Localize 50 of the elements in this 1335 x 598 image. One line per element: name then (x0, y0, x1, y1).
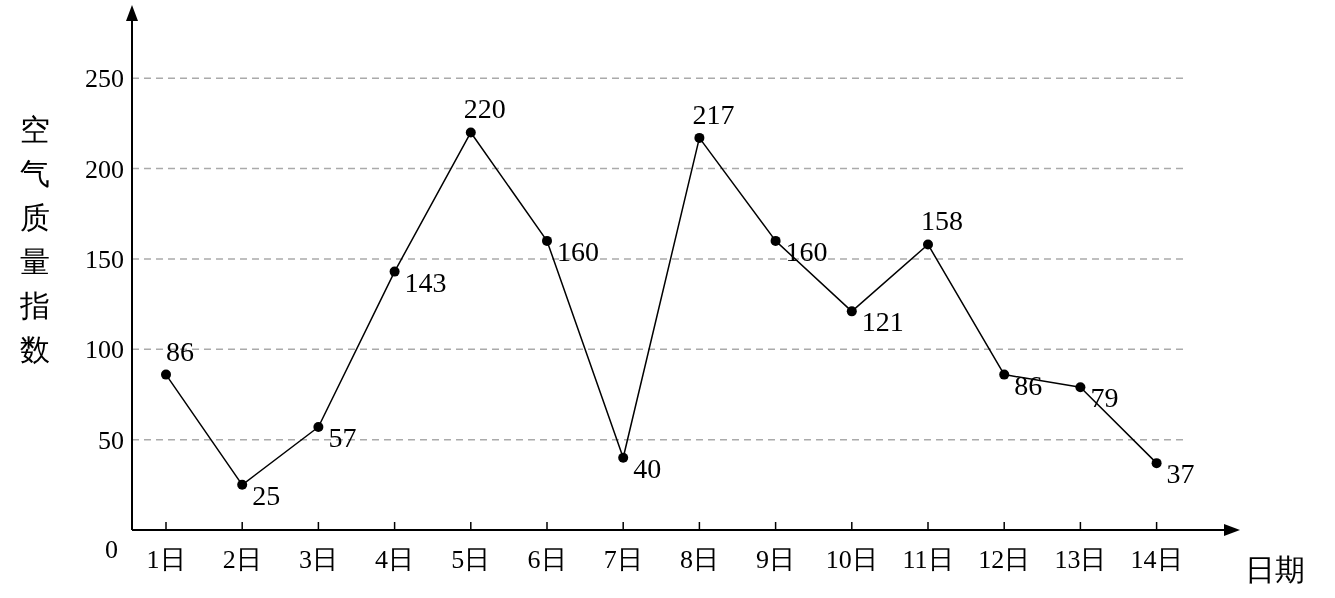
x-tick-label: 1日 (146, 545, 186, 574)
x-tick-label: 4日 (375, 545, 415, 574)
data-label: 121 (861, 306, 904, 338)
y-axis-title: 空气质量指数 (19, 113, 50, 366)
y-tick-label: 200 (85, 154, 124, 184)
y-tick-label: 250 (85, 64, 124, 94)
y-tick-label: 50 (98, 425, 124, 455)
point (999, 369, 1010, 380)
data-label: 158 (921, 205, 963, 237)
x-tick-label: 7日 (603, 545, 643, 574)
point (161, 369, 171, 380)
x-tick-label: 6日 (527, 545, 567, 574)
y-tick-label: 100 (85, 335, 124, 365)
point (846, 306, 857, 317)
x-tick-label: 11日 (902, 545, 954, 574)
x-axis-title: 日期 (1245, 553, 1305, 586)
point (694, 132, 705, 143)
x-tick-label: 5日 (451, 545, 491, 574)
x-tick-label: 14日 (1130, 545, 1183, 574)
y-tick-label: 150 (85, 244, 124, 274)
y-tick-label: 0 (105, 535, 118, 564)
x-tick-label: 12日 (978, 545, 1031, 574)
data-label: 160 (785, 235, 828, 267)
point (1075, 382, 1086, 393)
data-label: 79 (1090, 382, 1119, 414)
data-label: 37 (1166, 458, 1195, 490)
data-label: 86 (1014, 369, 1043, 401)
x-tick-label: 13日 (1054, 545, 1107, 574)
data-label: 25 (252, 479, 281, 511)
data-label: 220 (463, 93, 506, 125)
point (465, 127, 476, 138)
x-tick-label: 9日 (756, 545, 796, 574)
x-tick-label: 10日 (825, 545, 878, 574)
data-label: 160 (557, 235, 599, 267)
point (770, 235, 781, 246)
point (389, 266, 400, 277)
data-label: 143 (404, 266, 447, 298)
point (923, 239, 933, 250)
point (313, 422, 324, 432)
data-label: 40 (633, 452, 662, 484)
x-tick-label: 2日 (222, 545, 262, 574)
x-tick-label: 3日 (298, 545, 338, 574)
data-label: 217 (692, 98, 735, 130)
point (1151, 458, 1162, 469)
data-label: 57 (328, 422, 357, 453)
x-tick-label: 8日 (679, 545, 719, 574)
point (542, 235, 552, 246)
point (618, 452, 629, 463)
point (237, 479, 248, 490)
data-label: 86 (166, 335, 194, 367)
